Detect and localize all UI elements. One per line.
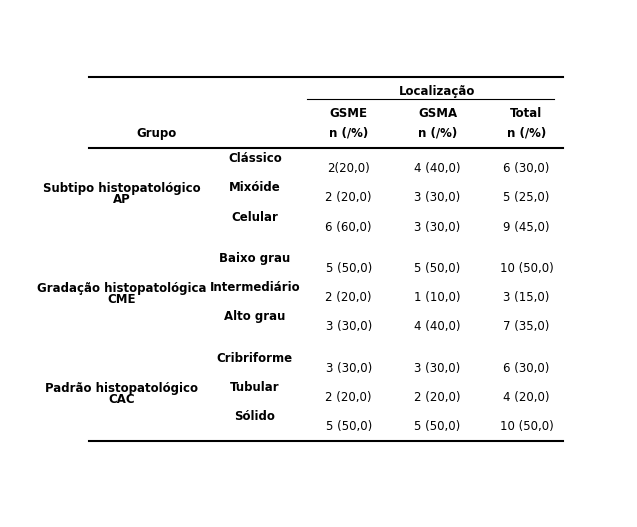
Text: 1 (10,0): 1 (10,0)	[414, 291, 461, 304]
Text: 3 (30,0): 3 (30,0)	[415, 220, 461, 233]
Text: Localização: Localização	[399, 85, 476, 98]
Text: Padrão histopatológico: Padrão histopatológico	[45, 382, 198, 395]
Text: 5 (50,0): 5 (50,0)	[415, 262, 461, 275]
Text: 2 (20,0): 2 (20,0)	[326, 191, 372, 204]
Text: 3 (30,0): 3 (30,0)	[326, 320, 372, 334]
Text: 2 (20,0): 2 (20,0)	[326, 291, 372, 304]
Text: Baixo grau: Baixo grau	[219, 252, 290, 265]
Text: 3 (15,0): 3 (15,0)	[503, 291, 550, 304]
Text: 5 (50,0): 5 (50,0)	[326, 262, 372, 275]
Text: 4 (20,0): 4 (20,0)	[503, 391, 550, 404]
Text: Grupo: Grupo	[136, 126, 176, 140]
Text: Clássico: Clássico	[228, 152, 282, 165]
Text: 2 (20,0): 2 (20,0)	[414, 391, 461, 404]
Text: 4 (40,0): 4 (40,0)	[414, 162, 461, 175]
Text: 2(20,0): 2(20,0)	[327, 162, 370, 175]
Text: 3 (30,0): 3 (30,0)	[326, 362, 372, 375]
Text: AP: AP	[113, 193, 131, 206]
Text: 3 (30,0): 3 (30,0)	[415, 362, 461, 375]
Text: 6 (60,0): 6 (60,0)	[326, 220, 372, 233]
Text: Cribriforme: Cribriforme	[217, 352, 293, 365]
Text: 2 (20,0): 2 (20,0)	[326, 391, 372, 404]
Text: 5 (50,0): 5 (50,0)	[415, 420, 461, 433]
Text: CAC: CAC	[108, 393, 135, 406]
Text: 4 (40,0): 4 (40,0)	[414, 320, 461, 334]
Text: 5 (50,0): 5 (50,0)	[326, 420, 372, 433]
Text: Subtipo histopatológico: Subtipo histopatológico	[43, 182, 201, 196]
Text: Alto grau: Alto grau	[224, 310, 285, 324]
Text: 7 (35,0): 7 (35,0)	[503, 320, 550, 334]
Text: Total: Total	[510, 106, 543, 120]
Text: 5 (25,0): 5 (25,0)	[503, 191, 550, 204]
Text: 10 (50,0): 10 (50,0)	[499, 262, 554, 275]
Text: Celular: Celular	[231, 211, 278, 223]
Text: 10 (50,0): 10 (50,0)	[499, 420, 554, 433]
Text: n (/%): n (/%)	[418, 126, 457, 140]
Text: Gradação histopatológica: Gradação histopatológica	[37, 282, 206, 295]
Text: n (/%): n (/%)	[507, 126, 546, 140]
Text: CME: CME	[108, 293, 136, 306]
Text: Mixóide: Mixóide	[229, 181, 281, 194]
Text: Intermediário: Intermediário	[210, 281, 300, 294]
Text: Tubular: Tubular	[230, 381, 280, 394]
Text: Sólido: Sólido	[234, 410, 275, 423]
Text: 6 (30,0): 6 (30,0)	[503, 162, 550, 175]
Text: n (/%): n (/%)	[329, 126, 368, 140]
Text: GSME: GSME	[330, 106, 368, 120]
Text: GSMA: GSMA	[418, 106, 457, 120]
Text: 6 (30,0): 6 (30,0)	[503, 362, 550, 375]
Text: 3 (30,0): 3 (30,0)	[415, 191, 461, 204]
Text: 9 (45,0): 9 (45,0)	[503, 220, 550, 233]
